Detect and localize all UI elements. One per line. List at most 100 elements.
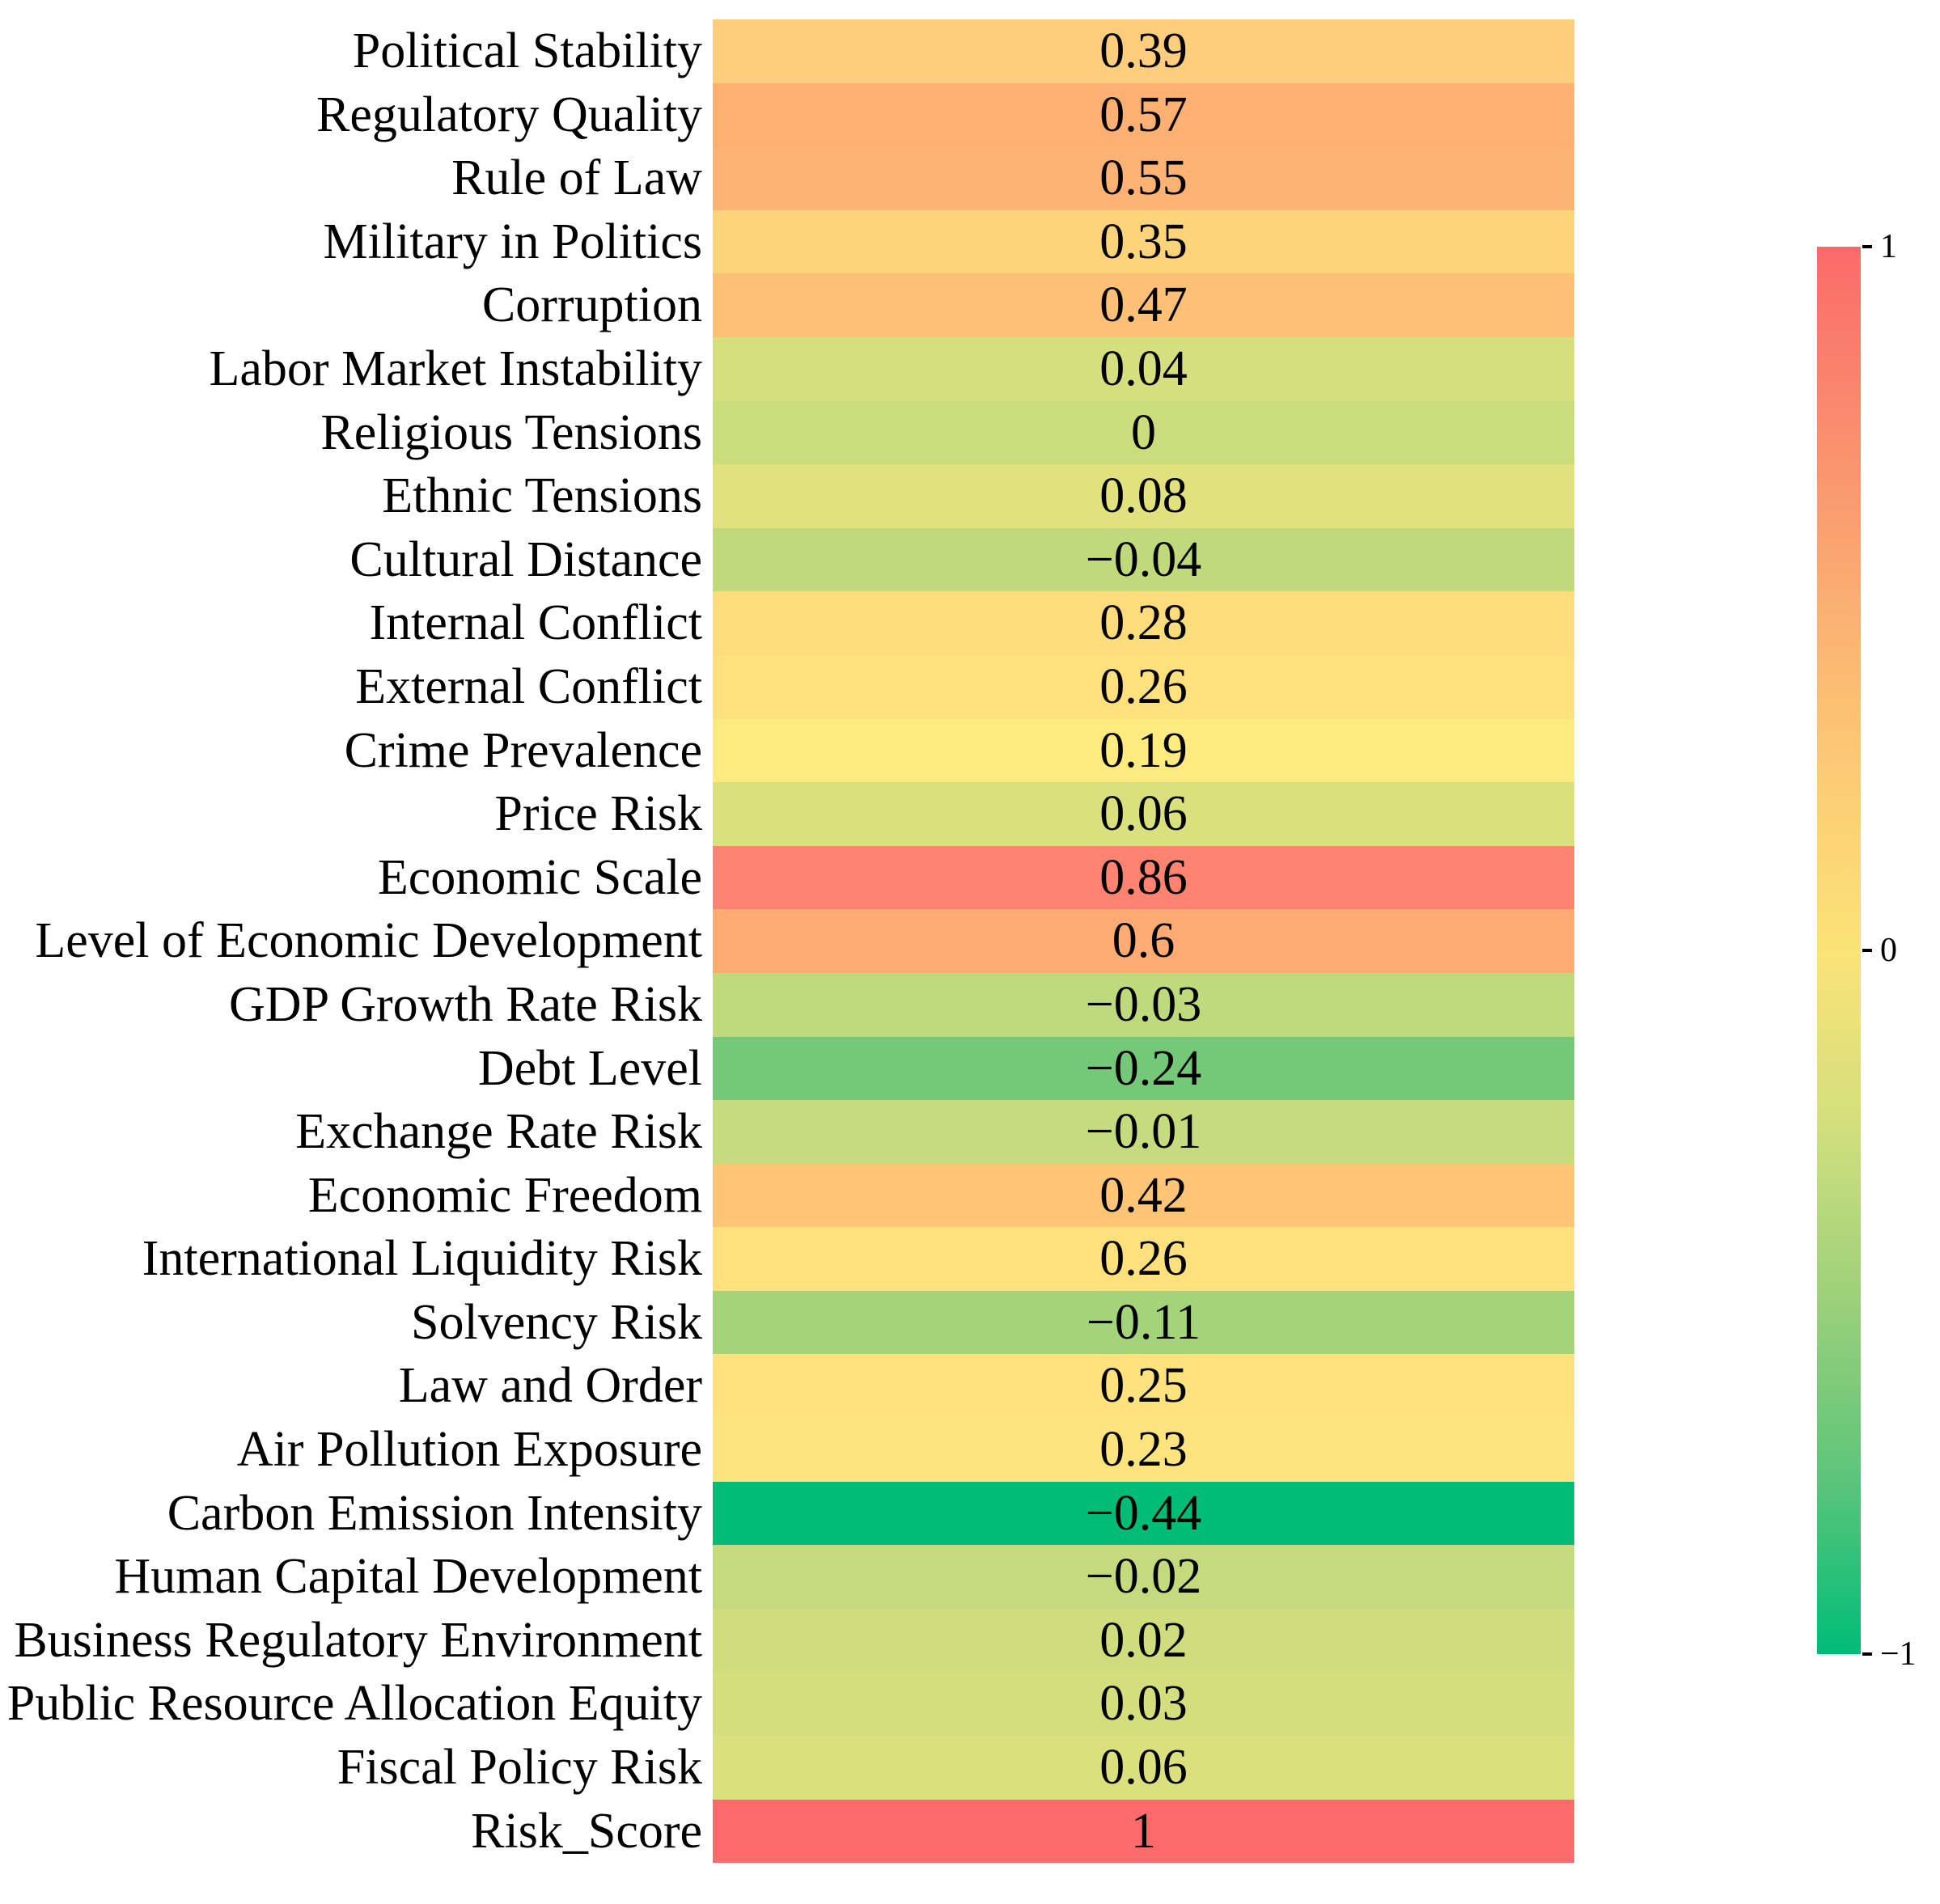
cell-value: −0.01 [1085,1104,1202,1160]
cell-value: 0.08 [1099,468,1188,524]
heatmap-cell: 0.55 [713,146,1574,210]
heatmap-cell: 0.47 [713,273,1574,337]
cell-value: 0.03 [1099,1676,1188,1732]
heatmap-cell: −0.44 [713,1481,1574,1546]
cell-value: 0.35 [1099,214,1188,269]
row-label: Carbon Emission Intensity [167,1485,702,1541]
heatmap-row: Economic Freedom 0.42 [0,1163,1574,1228]
cell-value: −0.44 [1085,1485,1202,1541]
cell-value: 0.28 [1099,595,1188,651]
cell-value: 0.86 [1099,849,1188,905]
heatmap-cell: 0.26 [713,1227,1574,1291]
colorbar-tick-label: 1 [1880,228,1897,265]
row-label: Labor Market Instability [209,341,703,396]
row-label: GDP Growth Rate Risk [229,976,702,1032]
cell-value: −0.04 [1085,531,1202,587]
cell-value: 0.47 [1099,277,1188,333]
cell-value: 0 [1131,404,1156,460]
heatmap-row: GDP Growth Rate Risk −0.03 [0,972,1574,1037]
row-label: Exchange Rate Risk [295,1104,702,1160]
heatmap-cell: −0.01 [713,1100,1574,1164]
heatmap-row: Political Stability 0.39 [0,19,1574,83]
row-label: Rule of Law [451,150,702,206]
heatmap-row: Rule of Law 0.55 [0,146,1574,210]
cell-value: 0.02 [1099,1612,1188,1668]
heatmap-cell: 0.39 [713,19,1574,83]
heatmap-row: Corruption 0.47 [0,273,1574,337]
cell-value: −0.24 [1085,1040,1202,1096]
row-label: Internal Conflict [369,595,702,651]
heatmap-row: Price Risk 0.06 [0,782,1574,846]
row-label: Debt Level [477,1040,702,1096]
colorbar-tick-label: 0 [1880,932,1897,969]
heatmap-row: Crime Prevalence 0.19 [0,718,1574,783]
row-label: Religious Tensions [320,404,702,460]
row-label: Level of Economic Development [35,913,702,969]
row-label: Solvency Risk [411,1294,702,1350]
heatmap-cell: 0 [713,400,1574,465]
row-label: Human Capital Development [114,1549,702,1605]
heatmap-row: Risk_Score 1 [0,1799,1574,1864]
tick-mark [1862,949,1872,952]
heatmap-cell: 0.06 [713,1736,1574,1800]
heatmap-row: Law and Order 0.25 [0,1354,1574,1419]
heatmap-row: Exchange Rate Risk −0.01 [0,1100,1574,1164]
heatmap-row: Carbon Emission Intensity −0.44 [0,1481,1574,1546]
cell-value: 0.06 [1099,1740,1188,1796]
heatmap-cell: 0.03 [713,1672,1574,1737]
heatmap-cell: 0.6 [713,909,1574,973]
colorbar-gradient [1817,247,1861,1654]
cell-value: −0.03 [1085,976,1202,1032]
heatmap-cell: 0.26 [713,654,1574,719]
heatmap-row: Ethnic Tensions 0.08 [0,464,1574,528]
heatmap-cell: −0.24 [713,1036,1574,1101]
row-label: International Liquidity Risk [142,1231,702,1287]
heatmap-rows: Political Stability 0.39 Regulatory Qual… [0,19,1574,1864]
tick-mark [1862,1652,1872,1656]
cell-value: 0.39 [1099,23,1188,78]
colorbar-tick-min: −1 [1862,1637,1917,1671]
heatmap-cell: 0.42 [713,1163,1574,1228]
row-label: Business Regulatory Environment [14,1612,702,1668]
cell-value: −0.11 [1086,1294,1201,1350]
cell-value: 0.6 [1112,913,1175,969]
cell-value: 0.26 [1099,1231,1188,1287]
heatmap-cell: 0.57 [713,83,1574,147]
heatmap-row: Military in Politics 0.35 [0,209,1574,274]
cell-value: 1 [1131,1803,1156,1859]
heatmap-row: Cultural Distance −0.04 [0,527,1574,592]
cell-value: 0.42 [1099,1167,1188,1223]
heatmap-cell: 0.23 [713,1418,1574,1482]
heatmap-row: Internal Conflict 0.28 [0,591,1574,655]
row-label: External Conflict [355,658,702,714]
heatmap-row: External Conflict 0.26 [0,654,1574,719]
colorbar: 1 0 −1 [1817,230,1917,1671]
heatmap-cell: 0.19 [713,718,1574,783]
heatmap-cell: 0.25 [713,1354,1574,1419]
heatmap-row: Regulatory Quality 0.57 [0,83,1574,147]
heatmap-cell: 1 [713,1799,1574,1864]
row-label: Economic Freedom [307,1167,702,1223]
row-label: Cultural Distance [349,531,702,587]
cell-value: 0.23 [1099,1422,1188,1478]
heatmap-cell: 0.28 [713,591,1574,655]
heatmap-cell: 0.08 [713,464,1574,528]
heatmap-cell: 0.02 [713,1608,1574,1673]
row-label: Political Stability [352,23,702,78]
row-label: Law and Order [398,1358,702,1414]
heatmap-row: Air Pollution Exposure 0.23 [0,1418,1574,1482]
heatmap-cell: 0.06 [713,782,1574,846]
heatmap-cell: −0.03 [713,972,1574,1037]
tick-mark [1862,245,1872,248]
colorbar-tick-mid: 0 [1862,933,1897,967]
cell-value: −0.02 [1085,1549,1202,1605]
heatmap-row: Level of Economic Development 0.6 [0,909,1574,973]
heatmap-cell: −0.02 [713,1545,1574,1609]
heatmap-cell: 0.04 [713,336,1574,401]
heatmap-row: Human Capital Development −0.02 [0,1545,1574,1609]
heatmap-row: Economic Scale 0.86 [0,845,1574,910]
heatmap-row: Public Resource Allocation Equity 0.03 [0,1672,1574,1737]
row-label: Ethnic Tensions [382,468,702,524]
cell-value: 0.26 [1099,658,1188,714]
